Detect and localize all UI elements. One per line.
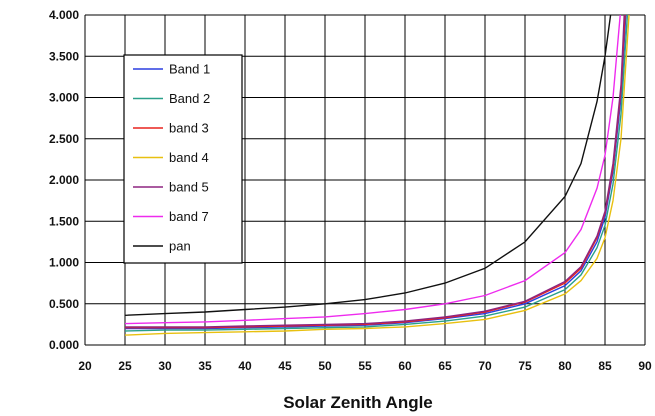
x-tick-label: 80 (558, 359, 572, 373)
x-tick-label: 25 (118, 359, 132, 373)
x-tick-label: 60 (398, 359, 412, 373)
x-tick-label: 35 (198, 359, 212, 373)
legend-label: band 7 (169, 209, 209, 224)
x-tick-label: 40 (238, 359, 252, 373)
legend-label: Band 2 (169, 91, 210, 106)
series-line-band-4 (124, 14, 630, 336)
y-tick-label: 0.500 (49, 297, 79, 311)
legend-label: Band 1 (169, 62, 210, 77)
series-line-band-5 (125, 14, 625, 328)
x-axis-label: Solar Zenith Angle (283, 393, 433, 412)
x-tick-label: 45 (278, 359, 292, 373)
x-tick-label: 75 (518, 359, 532, 373)
series-lines (124, 14, 630, 336)
legend: Band 1 Band 2 band 3 band 4 band 5 band 7 pan (123, 54, 243, 264)
x-tick-label: 65 (438, 359, 452, 373)
legend-label: pan (169, 239, 191, 254)
legend-label: band 3 (169, 121, 209, 136)
legend-label: band 4 (169, 150, 209, 165)
series-line-band-2 (124, 14, 629, 332)
x-tick-label: 90 (638, 359, 652, 373)
y-tick-label: 3.000 (49, 91, 79, 105)
y-tick-label: 4.000 (49, 8, 79, 22)
x-tick-label: 50 (318, 359, 332, 373)
series-line-band-7 (124, 14, 621, 325)
y-axis-ticks: 0.000 0.500 1.000 1.500 2.000 2.500 3.000 3.500… (49, 8, 79, 352)
y-tick-label: 0.000 (49, 338, 79, 352)
x-tick-label: 85 (598, 359, 612, 373)
series-line-band-1 (125, 14, 627, 330)
y-tick-label: 2.500 (49, 132, 79, 146)
y-tick-label: 3.500 (49, 49, 79, 63)
y-tick-label: 2.000 (49, 173, 79, 187)
y-tick-label: 1.000 (49, 256, 79, 270)
y-tick-label: 1.500 (49, 214, 79, 228)
legend-label: band 5 (169, 180, 209, 195)
legend-box (123, 54, 243, 264)
x-axis-ticks: 20 25 30 35 40 45 50 55 60 65 70 75 80 85 90 (78, 359, 652, 373)
x-tick-label: 20 (78, 359, 92, 373)
x-tick-label: 55 (358, 359, 372, 373)
series-line-pan (124, 14, 612, 316)
x-tick-label: 70 (478, 359, 492, 373)
x-tick-label: 30 (158, 359, 172, 373)
grid-lines (84, 14, 646, 346)
